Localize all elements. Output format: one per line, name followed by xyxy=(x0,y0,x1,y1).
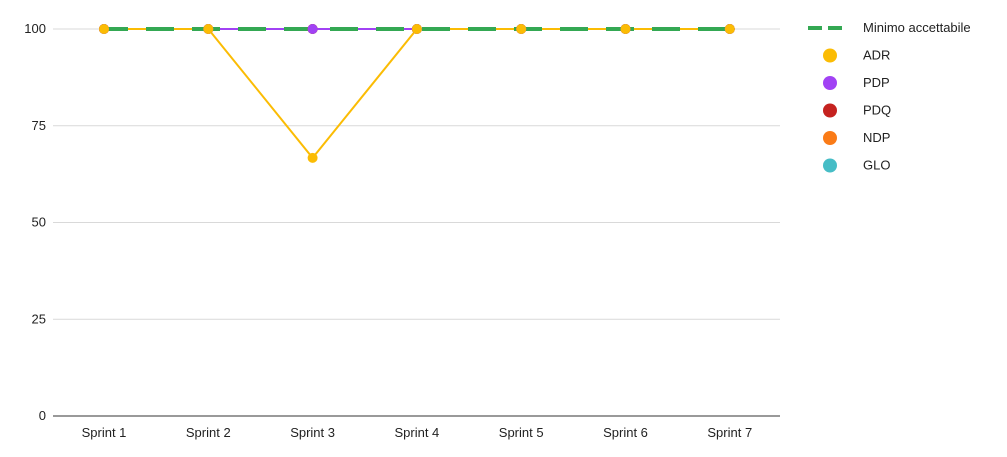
x-tick-label: Sprint 2 xyxy=(186,425,231,440)
x-tick-label: Sprint 5 xyxy=(499,425,544,440)
legend-swatch-adr xyxy=(823,48,837,63)
legend-swatch-ndp xyxy=(823,131,837,145)
y-tick-label: 50 xyxy=(32,215,46,230)
legend-label: Minimo accettabile xyxy=(863,20,971,35)
data-point-adr xyxy=(724,24,735,34)
x-tick-label: Sprint 1 xyxy=(82,425,127,440)
x-tick-label: Sprint 4 xyxy=(394,425,439,440)
y-tick-label: 75 xyxy=(32,118,46,133)
data-point-adr xyxy=(99,24,109,34)
x-tick-label: Sprint 6 xyxy=(603,425,648,440)
legend-label: ADR xyxy=(863,48,890,63)
y-tick-label: 25 xyxy=(32,311,46,326)
x-tick-label: Sprint 7 xyxy=(707,425,752,440)
data-point-adr xyxy=(411,24,422,34)
axes: 0 25 50 75 100 Sprint 1 Sprint 2 Sprint 3 Sprint… xyxy=(24,21,780,440)
series-points xyxy=(99,24,735,163)
data-point-adr xyxy=(307,152,318,163)
legend-swatch-glo xyxy=(823,158,837,173)
y-tick-label: 100 xyxy=(24,21,46,36)
legend-swatch-pdp xyxy=(823,76,837,90)
legend-label: PDP xyxy=(863,75,890,90)
data-point-adr xyxy=(620,24,631,34)
gridlines xyxy=(53,28,780,320)
legend-label: GLO xyxy=(863,158,890,173)
data-point-adr xyxy=(203,24,214,34)
x-tick-label: Sprint 3 xyxy=(290,425,335,440)
series-lines xyxy=(104,28,730,160)
legend-label: NDP xyxy=(863,130,890,145)
series-line-adr xyxy=(104,28,730,160)
legend-swatch-pdq xyxy=(823,103,837,118)
data-point-pdp xyxy=(307,24,318,34)
legend: Minimo accettabile ADR PDP PDQ NDP GLO xyxy=(808,20,971,173)
y-tick-label: 0 xyxy=(39,408,46,423)
data-point-adr xyxy=(516,24,527,34)
legend-label: PDQ xyxy=(863,103,891,118)
